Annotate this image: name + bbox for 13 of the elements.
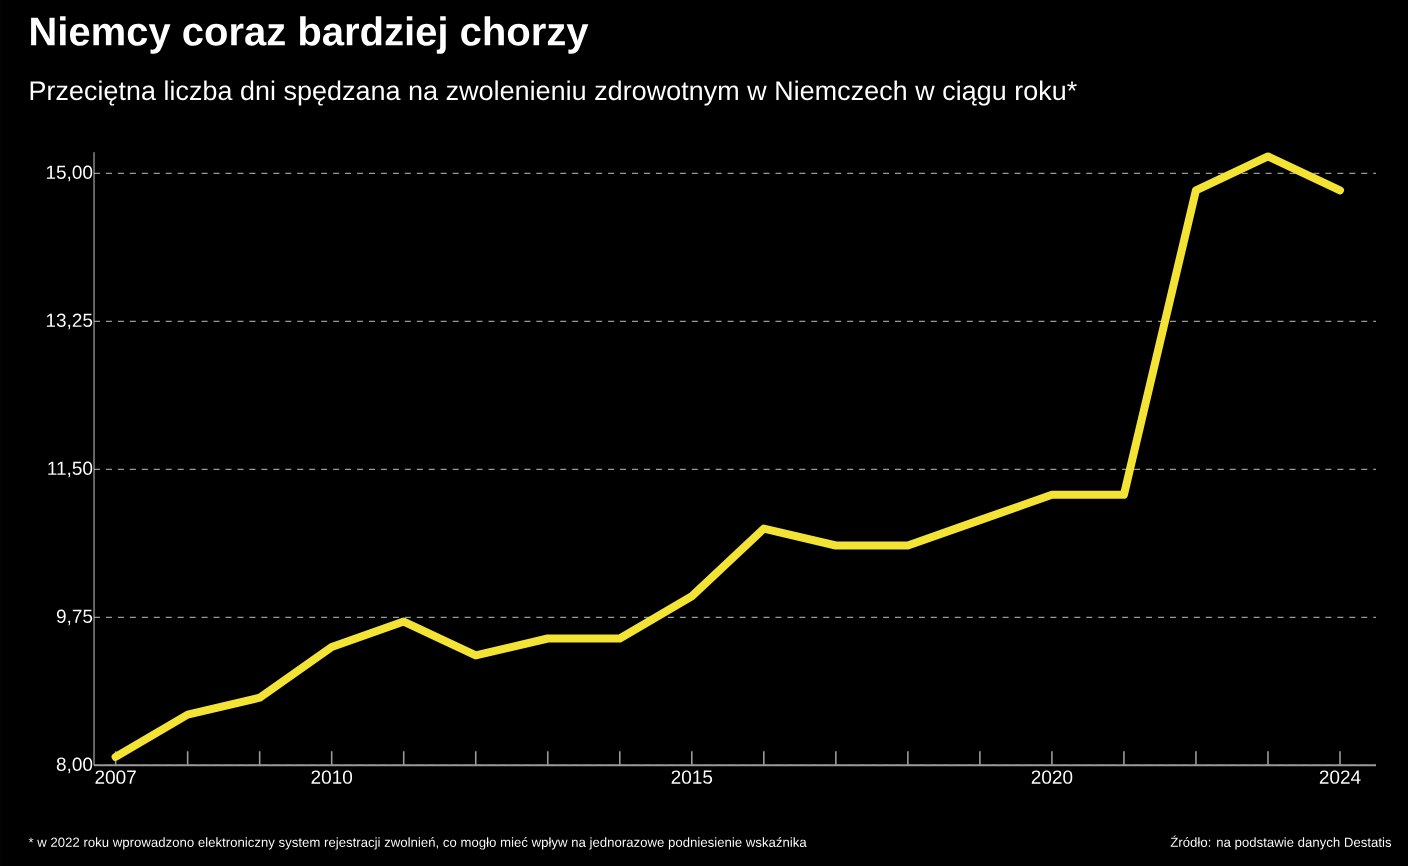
x-tick-label: 2024: [1319, 770, 1361, 784]
x-tick-label: 2007: [95, 770, 136, 784]
y-tick-label: 15,00: [46, 165, 93, 182]
x-tick-label: 2015: [671, 770, 713, 784]
x-tick-label: 2020: [1031, 770, 1073, 784]
y-tick-label: 9,75: [56, 609, 93, 626]
chart-title: Niemcy coraz bardziej chorzy: [31, 16, 589, 54]
y-tick-label: 8,00: [56, 757, 93, 774]
y-tick-label: 13,25: [46, 313, 93, 330]
chart-subtitle: Przeciętna liczba dni spędzana na zwolenieniu zdrowotnym w Niemczech w ciągu roku*: [30, 80, 1077, 106]
y-tick-label: 11,50: [48, 461, 93, 478]
x-tick-label: 2010: [311, 770, 353, 784]
line-series: [111, 152, 1344, 761]
